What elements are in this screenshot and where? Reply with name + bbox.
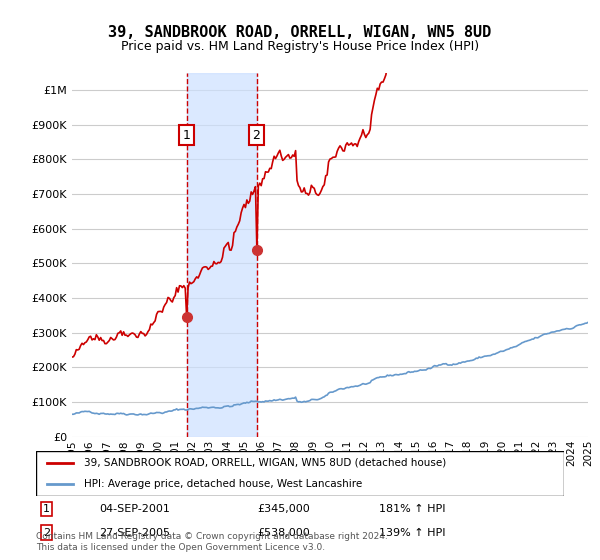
Text: £538,000: £538,000 [258, 528, 311, 538]
FancyBboxPatch shape [36, 451, 564, 496]
Text: 39, SANDBROOK ROAD, ORRELL, WIGAN, WN5 8UD (detached house): 39, SANDBROOK ROAD, ORRELL, WIGAN, WN5 8… [83, 458, 446, 468]
Text: HPI: Average price, detached house, West Lancashire: HPI: Average price, detached house, West… [83, 478, 362, 488]
Text: 139% ↑ HPI: 139% ↑ HPI [379, 528, 446, 538]
Text: 2: 2 [253, 129, 260, 142]
Text: Price paid vs. HM Land Registry's House Price Index (HPI): Price paid vs. HM Land Registry's House … [121, 40, 479, 53]
Text: £345,000: £345,000 [258, 504, 311, 514]
Bar [187, 73, 257, 437]
Text: 27-SEP-2005: 27-SEP-2005 [100, 528, 170, 538]
Text: 39, SANDBROOK ROAD, ORRELL, WIGAN, WN5 8UD: 39, SANDBROOK ROAD, ORRELL, WIGAN, WN5 8… [109, 25, 491, 40]
Text: 1: 1 [43, 504, 50, 514]
Text: 2: 2 [43, 528, 50, 538]
Text: 04-SEP-2001: 04-SEP-2001 [100, 504, 170, 514]
Text: 1: 1 [183, 129, 191, 142]
Text: Contains HM Land Registry data © Crown copyright and database right 2024.
This d: Contains HM Land Registry data © Crown c… [36, 532, 388, 552]
Text: 181% ↑ HPI: 181% ↑ HPI [379, 504, 446, 514]
